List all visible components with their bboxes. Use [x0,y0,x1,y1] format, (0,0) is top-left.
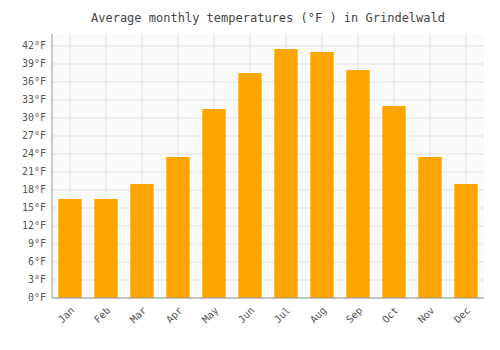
y-tick-label: 6°F [28,256,46,267]
y-grid-line [52,298,484,299]
y-grid-line [52,118,484,119]
y-tick-label: 0°F [28,292,46,303]
x-tick-label: Jun [236,305,257,326]
bar [382,106,405,298]
y-grid-line [52,136,484,137]
x-tick-label: Dec [452,305,473,326]
x-tick-label: Aug [308,305,329,326]
bar [130,184,153,298]
y-tick-label: 12°F [22,220,46,231]
y-tick-label: 3°F [28,274,46,285]
bar [274,49,297,298]
x-tick-label: Mar [128,305,149,326]
x-tick-label: Jul [272,305,293,326]
bar [238,73,261,298]
bar [202,109,225,298]
chart-title: Average monthly temperatures (°F ) in Gr… [91,11,445,25]
x-tick-label: Apr [164,305,185,326]
x-tick-label: Nov [416,305,437,326]
x-tick-label: Feb [92,305,113,326]
grid [52,34,484,298]
x-tick-label: Sep [344,305,365,326]
bar [94,199,117,298]
plot-background [52,34,484,298]
bar [454,184,477,298]
bar [346,70,369,298]
chart-svg: 0°F 3°F 6°F 9°F 12°F 15°F 18°F 21°F 24°F 27°F 30°F… [0,0,500,350]
y-grid-line [52,82,484,83]
y-tick-label: 9°F [28,238,46,249]
x-tick-labels: Jan Feb Mar Apr May Jun Jul Aug Sep Oct Nov Dec [56,305,473,326]
y-tick-label: 33°F [22,94,46,105]
y-tick-label: 39°F [22,58,46,69]
y-tick-label: 24°F [22,148,46,159]
y-grid-line [52,46,484,47]
y-tick-label: 30°F [22,112,46,123]
y-tick-label: 27°F [22,130,46,141]
x-axis-line [52,298,484,299]
y-tick-label: 18°F [22,184,46,195]
y-grid-line [52,100,484,101]
bar [418,157,441,298]
y-axis-line [52,34,53,298]
bar [58,199,81,298]
y-tick-label: 42°F [22,40,46,51]
y-tick-label: 15°F [22,202,46,213]
x-tick-label: Jan [56,305,77,326]
bar [166,157,189,298]
x-tick-label: May [200,305,221,326]
y-tick-labels: 0°F 3°F 6°F 9°F 12°F 15°F 18°F 21°F 24°F 27°F 30°F… [22,40,46,303]
y-grid-line [52,154,484,155]
chart-container: 0°F 3°F 6°F 9°F 12°F 15°F 18°F 21°F 24°F 27°F 30°F… [0,0,500,350]
bars [58,49,477,298]
y-tick-label: 36°F [22,76,46,87]
x-tick-label: Oct [380,305,401,326]
bar [310,52,333,298]
y-grid-line [52,64,484,65]
y-tick-label: 21°F [22,166,46,177]
